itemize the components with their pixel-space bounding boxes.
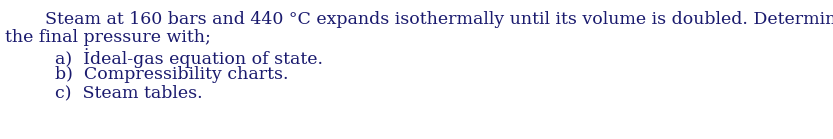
Text: b)  Compressibility charts.: b) Compressibility charts. [55,66,288,83]
Text: Steam at 160 bars and 440 °C expands isothermally until its volume is doubled. D: Steam at 160 bars and 440 °C expands iso… [45,11,833,28]
Text: the final pressure with;: the final pressure with; [5,29,211,46]
Text: c)  Steam tables.: c) Steam tables. [55,84,202,101]
Text: a)  İdeal-gas equation of state.: a) İdeal-gas equation of state. [55,48,323,68]
